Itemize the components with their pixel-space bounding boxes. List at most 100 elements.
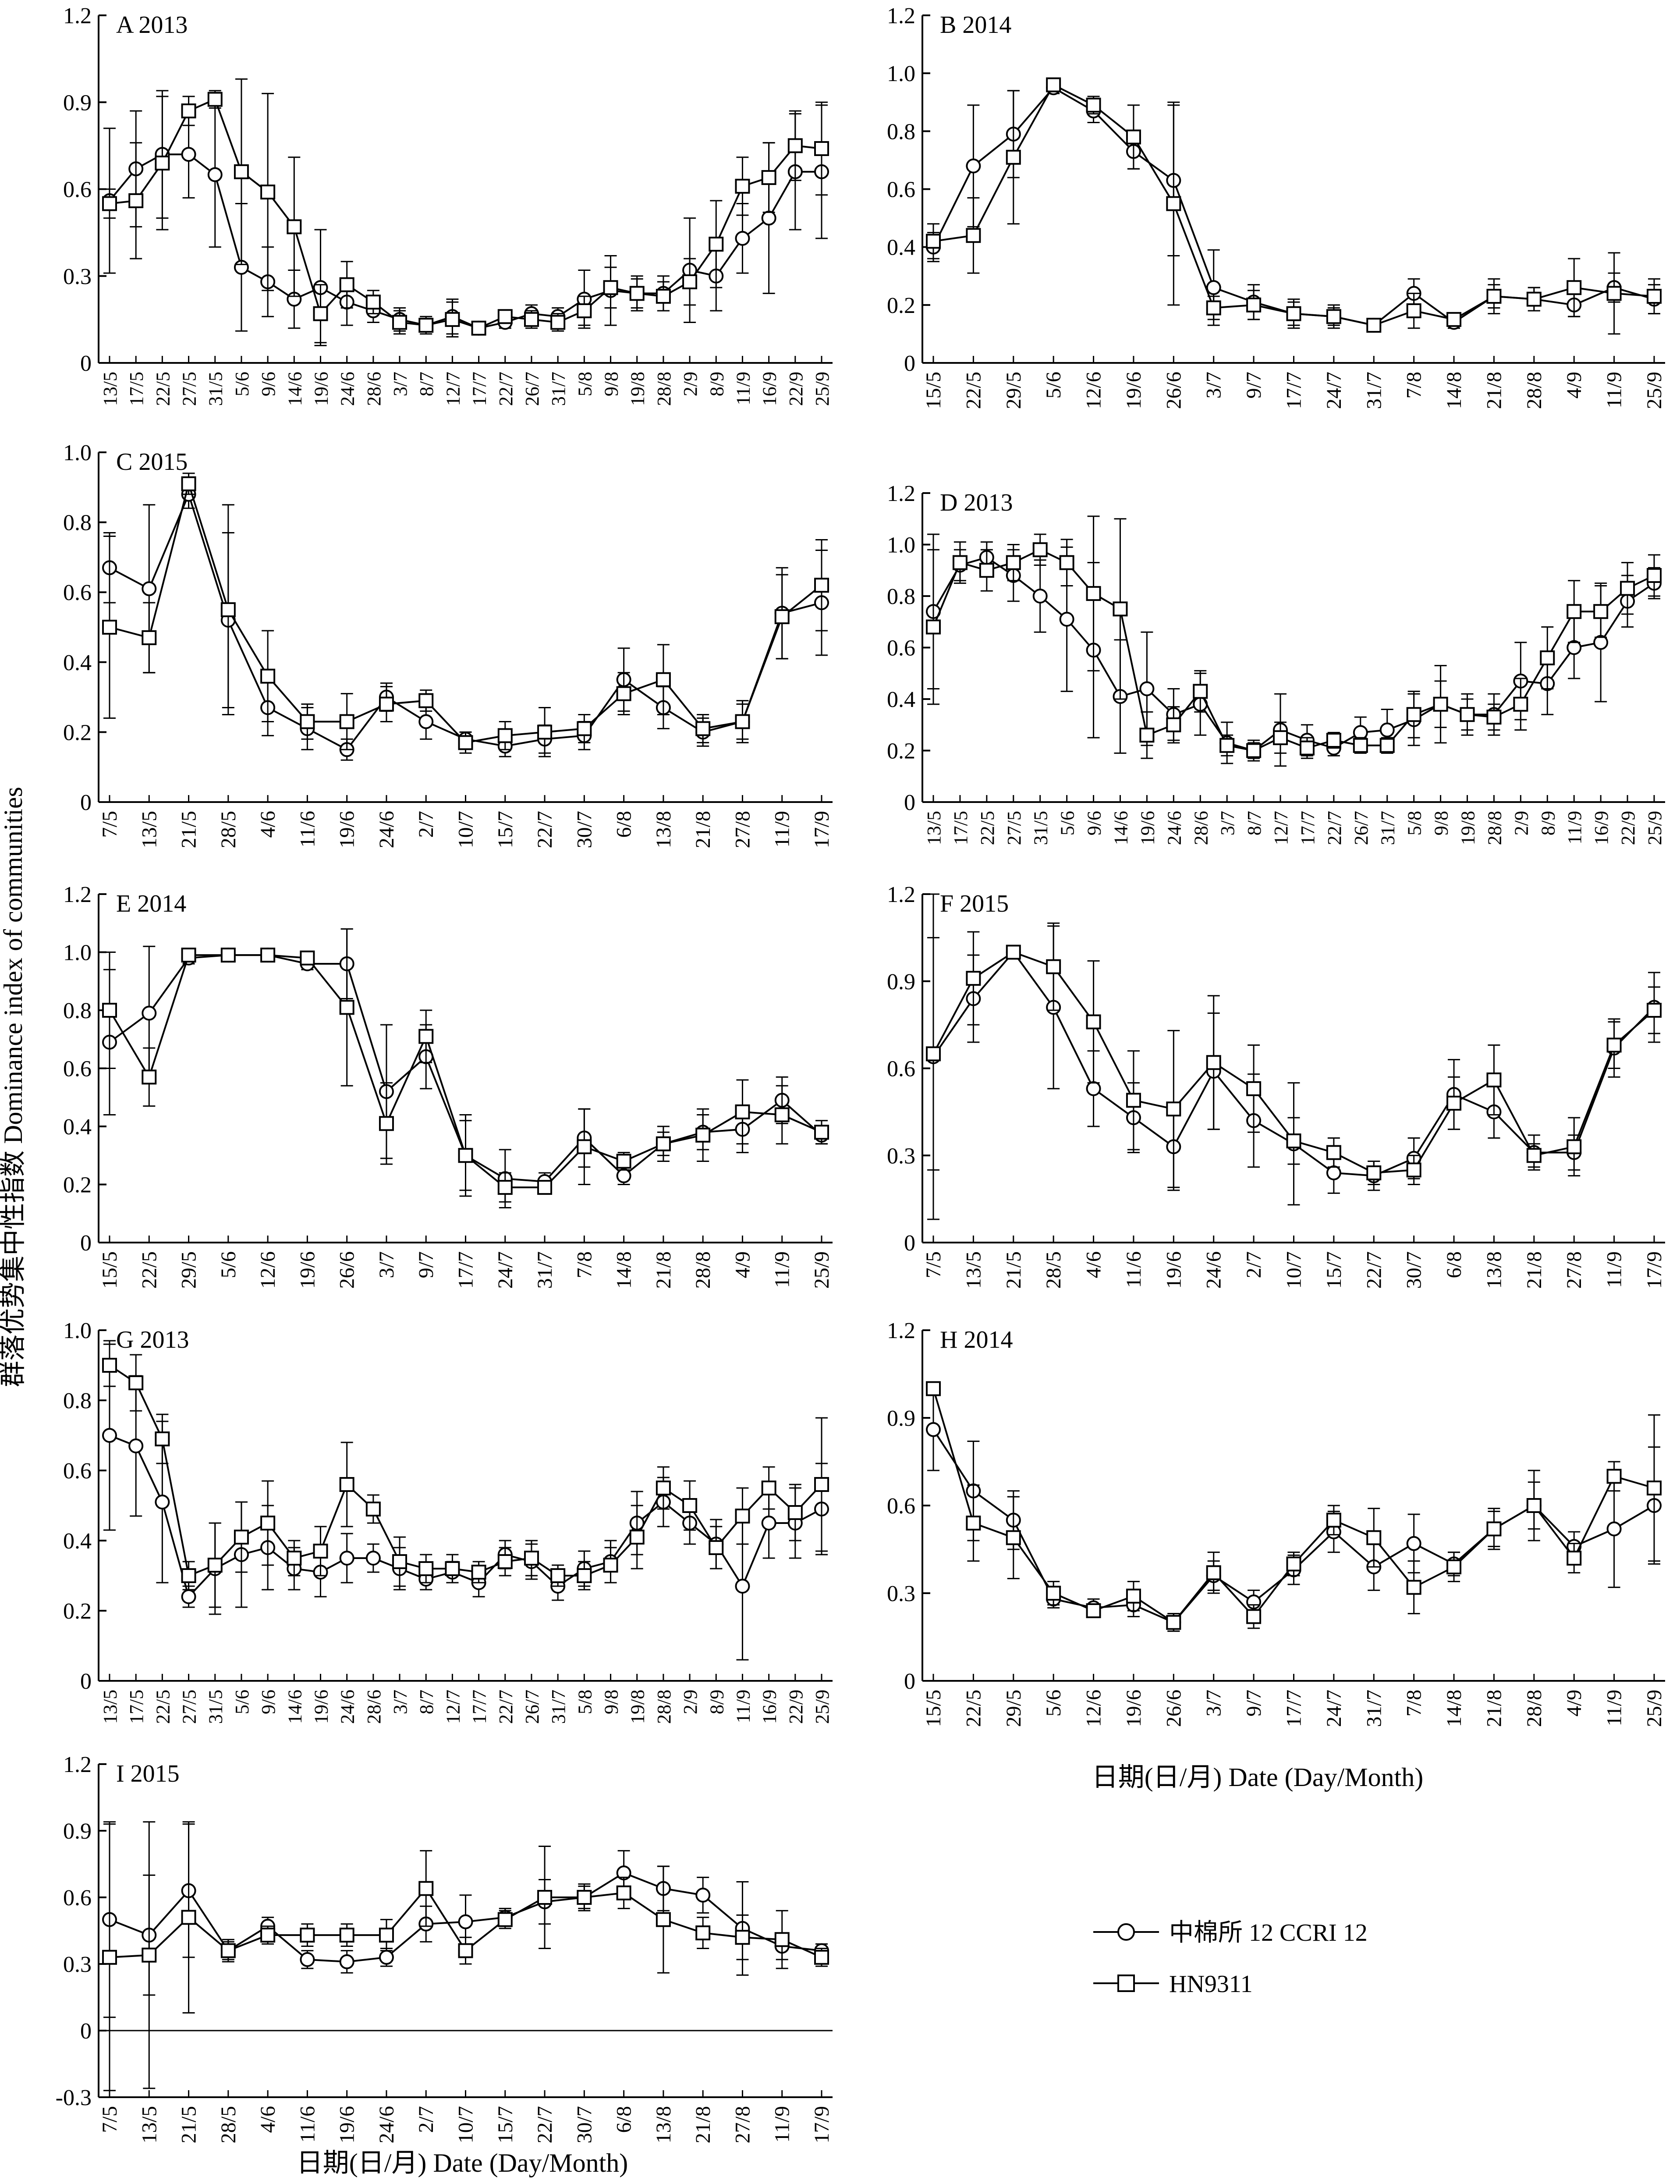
data-point-square: [497, 728, 513, 743]
data-point-square: [761, 170, 776, 185]
x-tick-label: 22/9: [1617, 811, 1639, 845]
panel-title: E 2014: [116, 890, 186, 917]
data-point-square: [1032, 542, 1048, 558]
y-tick-label: 0: [80, 1231, 92, 1256]
data-point-circle: [142, 581, 157, 597]
y-tick-label: 0.2: [63, 1173, 92, 1198]
series-line: [933, 83, 1655, 327]
y-tick-label: 1.2: [63, 1752, 92, 1777]
data-point-square: [952, 555, 968, 570]
data-point-square: [1046, 959, 1061, 974]
data-point-square: [926, 1381, 941, 1396]
data-point-square: [603, 280, 618, 295]
data-point-square: [181, 103, 196, 119]
y-tick-label: 0.9: [887, 1406, 915, 1431]
data-point-square: [966, 228, 981, 243]
x-tick-label: 14/8: [613, 1251, 636, 1289]
data-point-square: [287, 1551, 302, 1566]
data-point-square: [966, 1516, 981, 1531]
panel-title: D 2013: [940, 489, 1013, 516]
data-point-circle: [142, 1005, 157, 1021]
data-point-square: [1567, 280, 1582, 295]
panel-title: H 2014: [940, 1326, 1013, 1353]
data-point-circle: [1606, 1521, 1622, 1537]
data-point-circle: [1032, 589, 1048, 604]
panel-7: 0 0.3 0.6 0.9 1.2 H 2014 15/5 22/5 29/5 5/6 12/6 19…: [887, 1318, 1666, 1727]
x-tick-label: 31/5: [205, 372, 227, 406]
data-point-square: [300, 714, 315, 729]
data-point-square: [392, 1554, 408, 1569]
series-line: [109, 491, 822, 751]
data-point-square: [142, 630, 157, 645]
y-tick-label: 1.0: [63, 941, 92, 966]
data-point-square: [260, 948, 276, 963]
data-point-square: [774, 1932, 790, 1947]
data-point-square: [695, 721, 711, 736]
x-tick-label: 13/5: [99, 1690, 121, 1724]
series-ccri12: [926, 1388, 1662, 1632]
x-tick-label: 5/8: [574, 1690, 595, 1714]
x-tick-label: 11/9: [1603, 372, 1626, 408]
series-hn9311: [102, 472, 829, 757]
data-point-square: [339, 1928, 354, 1943]
data-point-square: [128, 193, 144, 208]
data-point-square: [1126, 1093, 1141, 1108]
data-point-square: [260, 668, 276, 684]
data-point-square: [537, 724, 553, 740]
data-point-square: [1647, 568, 1662, 583]
y-tick-label: 0.9: [63, 90, 92, 115]
x-tick-label: 31/5: [205, 1690, 227, 1724]
x-tick-label: 31/7: [1377, 811, 1399, 845]
data-point-square: [1326, 309, 1341, 324]
x-tick-label: 4/9: [1563, 372, 1586, 398]
data-point-square: [577, 1890, 592, 1905]
x-tick-label: 21/8: [691, 2106, 715, 2143]
panel-title: I 2015: [116, 1760, 180, 1787]
data-point-square: [616, 1885, 631, 1900]
data-point-square: [1086, 586, 1101, 601]
x-tick-label: 29/5: [1002, 372, 1025, 409]
x-tick-label: 6/8: [613, 2106, 636, 2133]
x-tick-label: 28/8: [691, 1251, 715, 1289]
x-tick-label: 9/8: [601, 1690, 622, 1714]
x-tick-label: 22/7: [533, 811, 556, 848]
data-point-square: [629, 286, 645, 301]
x-tick-label: 27/8: [731, 2106, 754, 2143]
data-point-square: [1606, 286, 1622, 301]
x-tick-label: 28/8: [1523, 1690, 1546, 1727]
x-tick-label: 27/8: [1563, 1251, 1586, 1289]
y-tick-label: 0.2: [63, 720, 92, 745]
x-tick-label: 21/8: [691, 811, 715, 848]
data-point-square: [1446, 1559, 1462, 1574]
data-point-square: [497, 1554, 513, 1569]
y-tick-label: 0.3: [887, 1143, 915, 1168]
data-point-square: [814, 1950, 829, 1965]
x-tick-label: 28/6: [1190, 811, 1212, 845]
x-tick-label: 17/5: [126, 1690, 147, 1724]
y-tick-label: 1.2: [887, 1318, 915, 1343]
x-tick-label: 16/9: [1591, 811, 1612, 845]
x-tick-label: 9/7: [415, 1251, 438, 1278]
x-tick-label: 15/5: [922, 372, 945, 409]
data-point-square: [1647, 1481, 1662, 1495]
data-point-circle: [761, 210, 776, 226]
data-point-square: [181, 948, 196, 963]
data-point-square: [524, 1551, 539, 1566]
data-point-square: [1273, 730, 1288, 746]
y-tick-label: 0.8: [887, 584, 915, 609]
data-point-square: [379, 1116, 394, 1131]
x-tick-label: 11/9: [1564, 811, 1585, 845]
x-tick-label: 12/6: [1082, 372, 1106, 409]
data-point-square: [418, 693, 434, 708]
data-point-circle: [181, 1589, 196, 1604]
data-point-circle: [616, 1168, 631, 1183]
data-point-square: [339, 1000, 354, 1015]
x-tick-label: 12/6: [1082, 1690, 1106, 1727]
data-point-square: [656, 1912, 671, 1927]
data-point-square: [814, 1125, 829, 1140]
data-point-circle: [300, 1952, 315, 1967]
data-point-square: [142, 1069, 157, 1085]
x-tick-label: 5/6: [217, 1251, 240, 1278]
data-point-square: [1593, 604, 1609, 619]
x-tick-label: 28/5: [217, 2106, 240, 2143]
